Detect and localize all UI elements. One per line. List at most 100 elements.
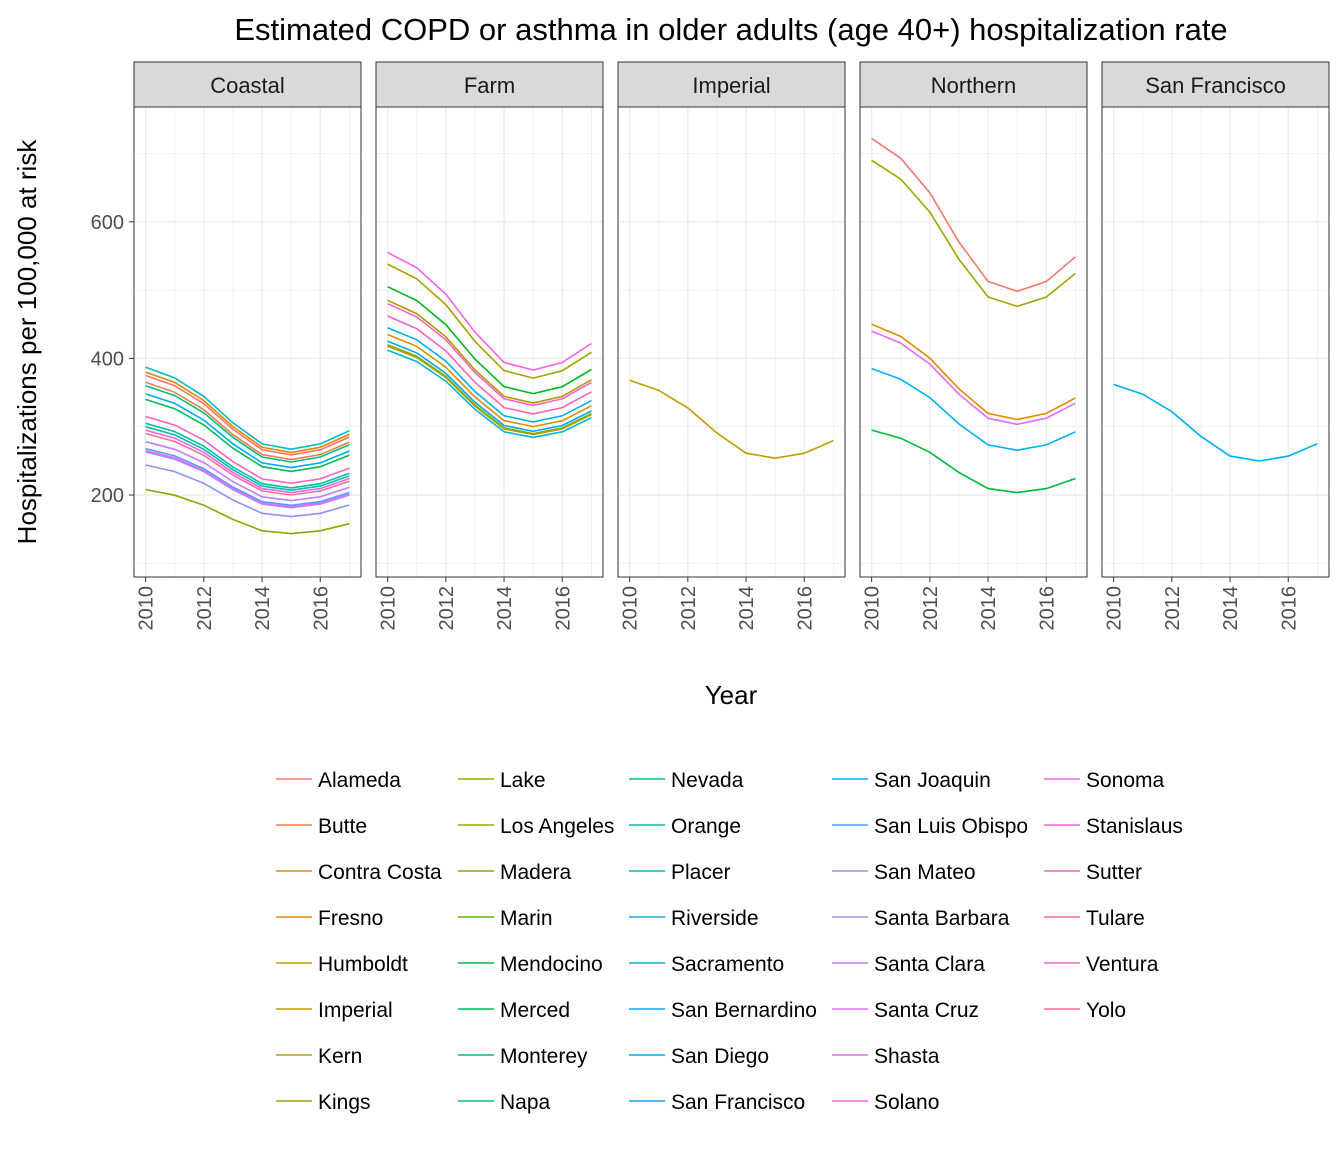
legend-label: Kern [318, 1045, 362, 1068]
series-line [145, 432, 350, 496]
chart-title: Estimated COPD or asthma in older adults… [234, 12, 1227, 47]
series-line [871, 429, 1076, 494]
series-line [145, 374, 350, 456]
legend-label: San Mateo [874, 861, 976, 884]
series-line [387, 285, 592, 395]
legend-item: San Joaquin [832, 769, 991, 792]
legend-item: Napa [458, 1091, 551, 1114]
legend-item: Santa Cruz [832, 999, 979, 1022]
legend-label: Fresno [318, 907, 383, 930]
legend-label: Butte [318, 815, 367, 838]
legend-label: Tulare [1086, 907, 1145, 930]
series-line [871, 323, 1076, 421]
facet-strip-label: Farm [464, 73, 515, 98]
series-line [387, 251, 592, 371]
legend-item: Placer [629, 861, 731, 884]
legend-item: San Francisco [629, 1091, 805, 1114]
series-line [145, 393, 350, 469]
legend-item: San Diego [629, 1045, 769, 1068]
legend-label: San Joaquin [874, 769, 991, 792]
x-tick-label: 2016 [552, 586, 574, 631]
legend-item: Sacramento [629, 953, 784, 976]
facet-strip [375, 61, 604, 108]
x-tick-label: 2012 [920, 586, 942, 631]
x-tick-label: 2010 [620, 586, 642, 631]
x-tick-label: 2016 [794, 586, 816, 631]
legend-label: Lake [500, 769, 546, 792]
series-line [145, 425, 350, 492]
series-line [871, 367, 1076, 452]
series-line [145, 366, 350, 451]
legend-item: San Luis Obispo [832, 815, 1028, 838]
panel-border [859, 106, 1088, 578]
legend-label: Humboldt [318, 953, 408, 976]
legend-label: Nevada [671, 769, 744, 792]
panel-border [375, 106, 604, 578]
x-tick-label: 2012 [1162, 586, 1184, 631]
legend-label: Imperial [318, 999, 393, 1022]
series-line [387, 343, 592, 435]
facet-strip-label: Imperial [692, 73, 770, 98]
series-line [629, 379, 834, 460]
legend-label: Yolo [1086, 999, 1126, 1022]
legend-item: Contra Costa [276, 861, 442, 884]
legend-item: Sutter [1044, 861, 1142, 884]
facet-panels: Coastal 2010 2012 2014 2016 200 400 600 Farm 2010… [91, 61, 1330, 631]
facet-panel: Farm 2010 2012 2014 2016 [375, 61, 604, 631]
series-line [387, 302, 592, 407]
legend-label: Orange [671, 815, 741, 838]
y-tick-label: 400 [91, 348, 124, 370]
legend-item: Humboldt [276, 953, 408, 976]
legend-label: Alameda [318, 769, 401, 792]
plot-background [618, 107, 845, 577]
x-tick-label: 2016 [310, 586, 332, 631]
legend-item: Madera [458, 861, 572, 884]
facet-strip-label: Northern [931, 73, 1017, 98]
series-line [387, 345, 592, 436]
legend-item: Sonoma [1044, 769, 1165, 792]
legend-label: Contra Costa [318, 861, 442, 884]
legend-label: Santa Cruz [874, 999, 979, 1022]
legend-item: Santa Barbara [832, 907, 1010, 930]
legend-label: Ventura [1086, 953, 1159, 976]
facet-strip-label: Coastal [210, 73, 285, 98]
series-line [145, 384, 350, 463]
series-line [145, 488, 350, 535]
legend-item: Los Angeles [458, 815, 614, 838]
x-tick-label: 2010 [1104, 586, 1126, 631]
legend-label: Shasta [874, 1045, 940, 1068]
legend-label: Marin [500, 907, 553, 930]
x-tick-label: 2016 [1036, 586, 1058, 631]
series-line [145, 371, 350, 454]
legend-item: Alameda [276, 769, 401, 792]
series-line [145, 449, 350, 508]
legend-label: Los Angeles [500, 815, 614, 838]
panel-border [133, 106, 362, 578]
legend-label: Sonoma [1086, 769, 1165, 792]
legend-item: Fresno [276, 907, 383, 930]
series-line [387, 333, 592, 428]
legend-label: Riverside [671, 907, 759, 930]
series-line [145, 447, 350, 507]
legend: Alameda Butte Contra Costa Fresno Humboldt Im… [276, 769, 1183, 1114]
series-line [145, 415, 350, 485]
legend-item: Kern [276, 1045, 362, 1068]
x-axis-title: Year [705, 680, 758, 710]
x-tick-label: 2016 [1278, 586, 1300, 631]
legend-item: San Bernardino [629, 999, 817, 1022]
legend-label: Sutter [1086, 861, 1142, 884]
series-line [145, 429, 350, 494]
facet-panel: Northern 2010 2012 2014 2016 [859, 61, 1088, 631]
series-line [871, 159, 1076, 308]
series-line [145, 381, 350, 461]
legend-label: Madera [500, 861, 572, 884]
series-line [387, 349, 592, 439]
legend-label: Solano [874, 1091, 939, 1114]
x-tick-label: 2010 [862, 586, 884, 631]
series-line [387, 315, 592, 415]
series-line [1113, 383, 1318, 462]
facet-panel: Coastal 2010 2012 2014 2016 200 400 600 [91, 61, 362, 631]
series-line [145, 398, 350, 473]
series-line [387, 326, 592, 423]
y-axis-title: Hospitalizations per 100,000 at risk [12, 139, 42, 545]
